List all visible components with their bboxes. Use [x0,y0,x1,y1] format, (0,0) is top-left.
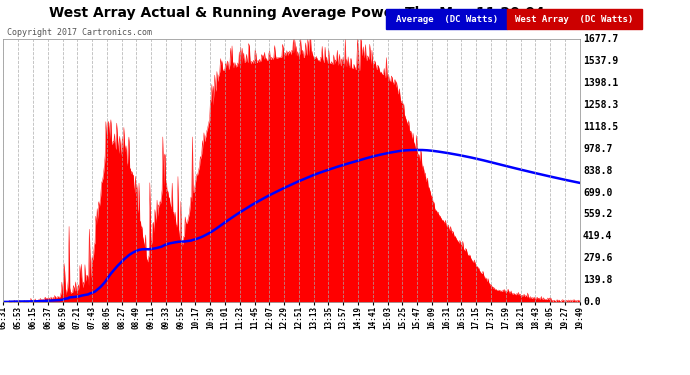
Text: 838.8: 838.8 [583,166,613,176]
Text: 1537.9: 1537.9 [583,56,618,66]
Text: Average  (DC Watts): Average (DC Watts) [395,15,498,24]
Text: Copyright 2017 Cartronics.com: Copyright 2017 Cartronics.com [7,28,152,37]
Text: 0.0: 0.0 [583,297,601,307]
Text: 419.4: 419.4 [583,231,613,241]
Text: 1398.1: 1398.1 [583,78,618,88]
Text: 978.7: 978.7 [583,144,613,154]
Text: West Array Actual & Running Average Power Thu May 11 20:04: West Array Actual & Running Average Powe… [49,6,544,20]
Text: 1677.7: 1677.7 [583,34,618,44]
Text: 1118.5: 1118.5 [583,122,618,132]
Text: 139.8: 139.8 [583,275,613,285]
Text: West Array  (DC Watts): West Array (DC Watts) [515,15,633,24]
Text: 279.6: 279.6 [583,253,613,263]
Text: 699.0: 699.0 [583,188,613,198]
Text: 1258.3: 1258.3 [583,100,618,110]
Text: 559.2: 559.2 [583,209,613,219]
